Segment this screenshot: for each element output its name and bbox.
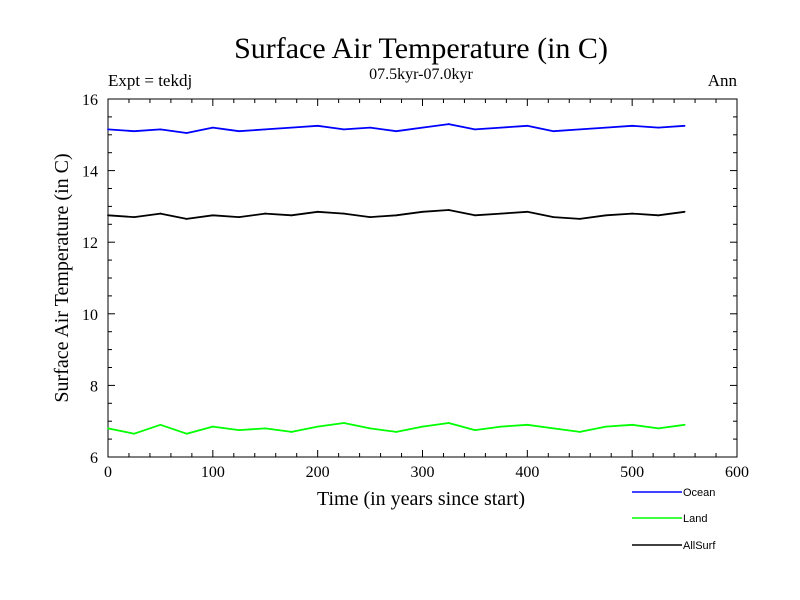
data-point-ocean — [238, 130, 240, 133]
data-point-land — [526, 423, 529, 426]
data-point-ocean — [683, 124, 686, 127]
data-point-ocean — [657, 126, 660, 129]
data-point-ocean — [290, 126, 293, 129]
data-point-land — [133, 432, 136, 435]
season-label: Ann — [708, 71, 738, 90]
data-point-ocean — [107, 128, 109, 131]
data-point-allsurf — [264, 212, 267, 215]
data-point-land — [578, 431, 581, 433]
x-tick-label: 100 — [201, 464, 225, 481]
y-tick-label: 12 — [82, 235, 98, 252]
data-point-allsurf — [552, 216, 555, 219]
data-point-land — [605, 425, 607, 428]
data-point-allsurf — [290, 214, 293, 217]
x-tick-label: 600 — [725, 464, 749, 481]
data-point-allsurf — [578, 218, 581, 220]
data-point-ocean — [342, 128, 345, 131]
data-point-allsurf — [159, 212, 162, 215]
data-point-land — [500, 425, 503, 428]
data-point-ocean — [500, 126, 503, 129]
plot-frame — [107, 98, 738, 458]
data-point-allsurf — [107, 214, 109, 217]
data-point-land — [159, 423, 162, 426]
data-point-allsurf — [447, 209, 450, 211]
data-point-land — [238, 429, 240, 432]
legend: Ocean Land AllSurf — [632, 487, 716, 552]
y-tick-label: 10 — [82, 307, 98, 324]
data-point-allsurf — [369, 216, 371, 219]
axis-ticks: 0 100 200 300 400 500 600 6 8 10 12 14 16 — [82, 92, 749, 481]
data-point-allsurf — [683, 210, 686, 213]
x-tick-label: 0 — [104, 464, 112, 481]
data-point-land — [421, 425, 424, 428]
data-point-allsurf — [316, 210, 319, 213]
data-point-ocean — [474, 128, 476, 131]
data-point-ocean — [605, 126, 607, 129]
data-point-land — [447, 422, 450, 424]
data-point-land — [657, 427, 660, 430]
data-point-land — [631, 423, 634, 426]
data-point-allsurf — [631, 212, 634, 215]
data-point-land — [107, 427, 109, 430]
x-tick-label: 200 — [306, 464, 330, 481]
x-axis-label: Time (in years since start) — [317, 488, 525, 510]
legend-label-land: Land — [683, 513, 707, 525]
data-point-ocean — [526, 124, 529, 127]
data-point-land — [552, 427, 555, 430]
data-point-land — [474, 429, 476, 432]
data-point-ocean — [264, 128, 267, 131]
data-point-land — [264, 427, 267, 430]
data-point-ocean — [185, 132, 188, 134]
chart-subtitle: 07.5kyr-07.0kyr — [369, 66, 473, 83]
data-point-allsurf — [657, 214, 660, 217]
data-point-allsurf — [526, 210, 529, 213]
x-tick-label: 500 — [620, 464, 644, 481]
data-point-land — [369, 427, 371, 430]
data-point-land — [211, 425, 214, 428]
y-axis-label: Surface Air Temperature (in C) — [51, 153, 73, 402]
data-point-allsurf — [421, 210, 424, 213]
data-point-ocean — [369, 126, 371, 129]
data-point-ocean — [421, 126, 424, 129]
data-point-allsurf — [342, 212, 345, 215]
series-line-allsurf — [107, 209, 685, 220]
data-point-ocean — [133, 130, 136, 133]
data-point-allsurf — [500, 212, 503, 215]
chart-title: Surface Air Temperature (in C) — [234, 32, 608, 65]
data-point-ocean — [316, 124, 319, 127]
data-point-ocean — [211, 126, 214, 129]
data-point-land — [316, 425, 319, 428]
data-point-ocean — [159, 128, 162, 131]
data-point-allsurf — [185, 218, 188, 220]
legend-label-ocean: Ocean — [683, 487, 715, 499]
data-point-land — [290, 431, 293, 433]
legend-label-allsurf: AllSurf — [683, 540, 716, 552]
y-tick-label: 14 — [82, 164, 98, 181]
experiment-label: Expt = tekdj — [108, 71, 192, 90]
y-tick-label: 6 — [90, 450, 98, 467]
data-point-allsurf — [238, 216, 240, 219]
data-point-allsurf — [133, 216, 136, 219]
data-point-allsurf — [211, 214, 214, 217]
data-point-allsurf — [395, 214, 398, 217]
data-point-land — [342, 422, 345, 424]
data-point-land — [683, 423, 686, 426]
series-layer — [107, 123, 686, 435]
data-point-ocean — [552, 130, 555, 133]
data-point-ocean — [447, 123, 450, 125]
x-tick-label: 300 — [411, 464, 435, 481]
data-point-ocean — [631, 124, 634, 127]
data-point-land — [185, 432, 188, 435]
data-point-allsurf — [474, 214, 476, 217]
y-tick-label: 16 — [82, 92, 98, 109]
data-point-land — [395, 431, 398, 433]
x-tick-label: 400 — [515, 464, 539, 481]
data-point-ocean — [395, 130, 398, 133]
y-tick-label: 8 — [90, 378, 98, 395]
data-point-allsurf — [605, 214, 607, 217]
data-point-ocean — [578, 128, 581, 131]
